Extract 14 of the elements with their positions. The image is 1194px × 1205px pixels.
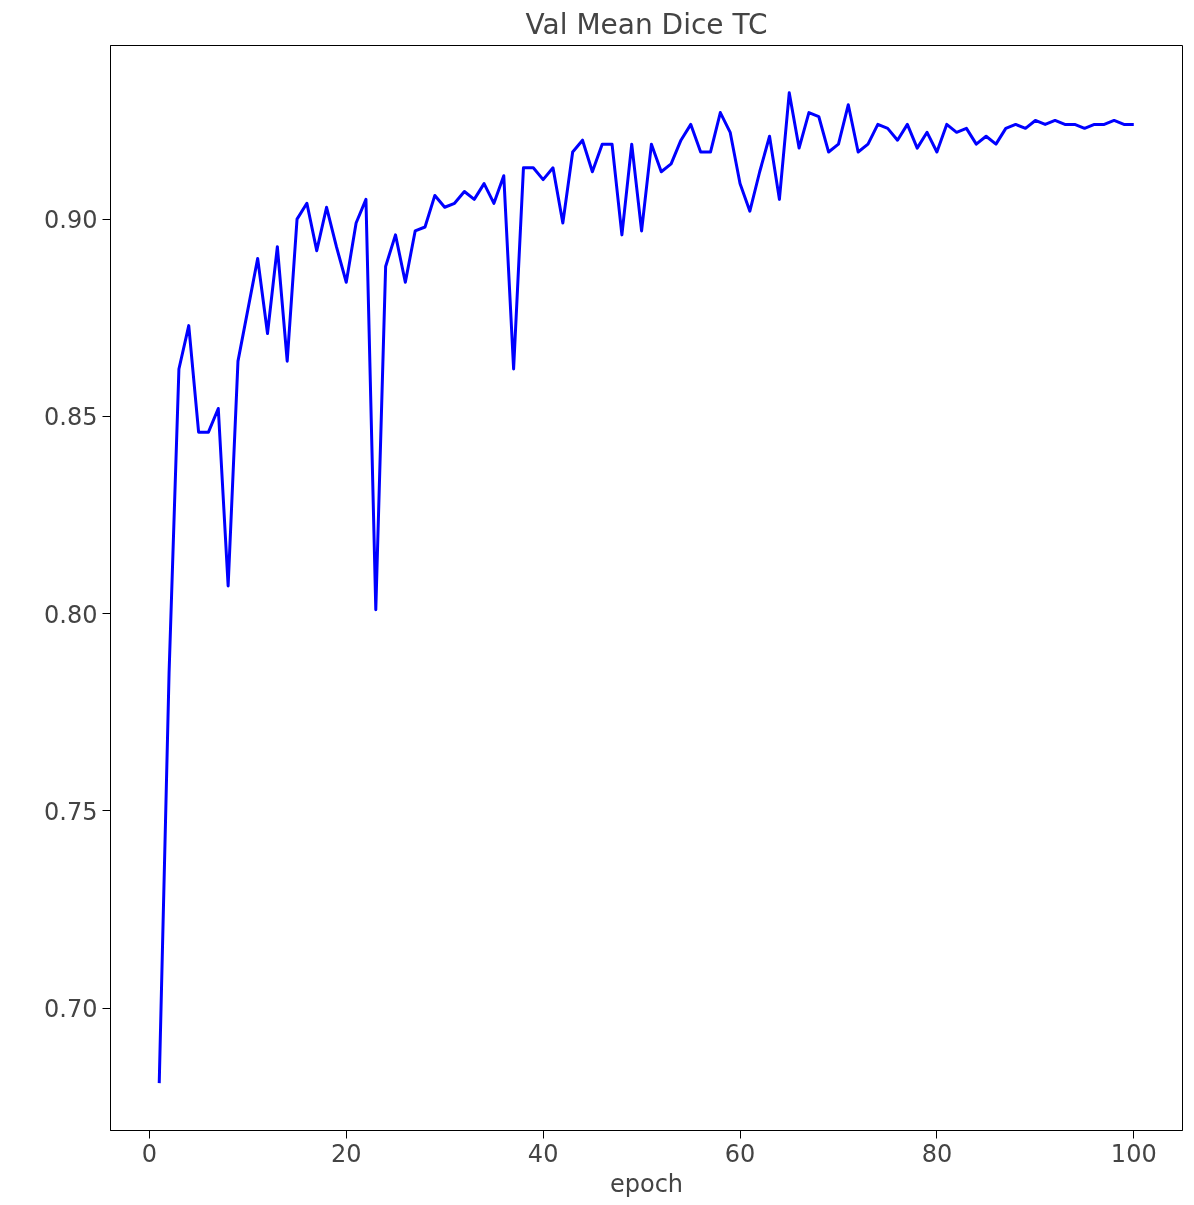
y-tick-label: 0.75 <box>44 797 98 826</box>
chart-title: Val Mean Dice TC <box>525 7 768 41</box>
x-axis-title: epoch <box>609 1169 684 1198</box>
x-tick-label: 40 <box>527 1139 559 1168</box>
y-tick-label: 0.90 <box>44 206 98 235</box>
x-tick-label: 100 <box>1110 1139 1157 1168</box>
y-tick-label: 0.70 <box>44 995 98 1024</box>
x-tick-label: 0 <box>141 1139 158 1168</box>
x-tick-label: 60 <box>724 1139 756 1168</box>
x-tick-label: 80 <box>921 1139 953 1168</box>
line-series <box>157 91 1136 1085</box>
x-tick-label: 20 <box>330 1139 362 1168</box>
y-tick-label: 0.80 <box>44 600 98 629</box>
y-tick-label: 0.85 <box>44 403 98 432</box>
